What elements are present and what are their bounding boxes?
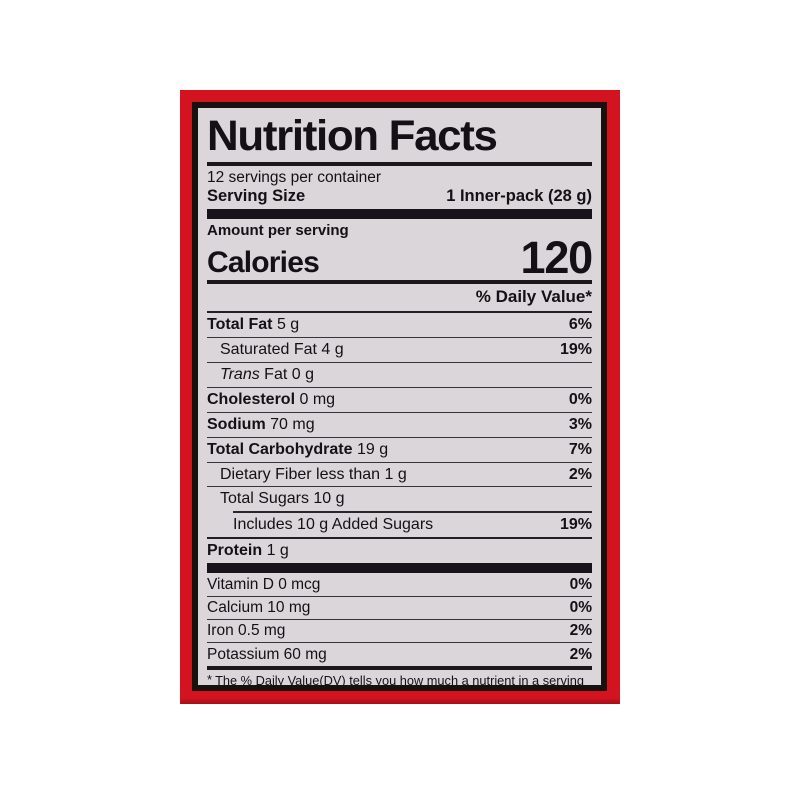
row-total-sugars: Total Sugars 10 g [207,487,592,511]
total-fat-name-group: Total Fat 5 g [207,316,299,334]
saturated-fat-name: Saturated Fat [220,341,317,359]
total-carb-name-group: Total Carbohydrate 19 g [207,441,388,459]
rule-under-total-fat [207,337,592,339]
fiber-name: Dietary Fiber [220,465,312,483]
cholesterol-name: Cholesterol [207,390,296,408]
rule-under-calcium [207,618,592,620]
servings-per-container: 12 servings per container [207,169,382,186]
row-dietary-fiber: Dietary Fiber less than 1 g 2% [207,463,592,487]
sodium-amount: 70 mg [270,415,315,433]
rule-above-footnote [207,665,592,670]
saturated-fat-percent: 19% [559,341,592,359]
trans-fat-rest: Fat 0 g [264,365,314,383]
rule-under-iron [207,642,592,644]
fiber-name-group: Dietary Fiber less than 1 g [220,466,407,484]
cholesterol-name-group: Cholesterol 0 mg [207,391,335,409]
iron-name: Iron 0.5 mg [207,622,286,640]
rule-under-trans-fat [207,386,592,388]
total-carb-percent: 7% [568,440,592,458]
row-calcium: Calcium 10 mg 0% [207,597,592,619]
rule-under-added-sugars [207,537,592,540]
rule-under-vitamin-d [207,595,592,597]
protein-name-group: Protein 1 g [207,542,289,560]
serving-size-row: Serving Size 1 Inner-pack (28 g) [207,187,592,205]
rule-under-sodium [207,436,592,438]
footnote-text: The % Daily Value(DV) tells you how much… [215,672,584,685]
saturated-fat-name-group: Saturated Fat 4 g [220,341,344,359]
rule-under-cholesterol [207,411,592,413]
rule-thick-above-calories [207,208,592,219]
row-sodium: Sodium 70 mg 3% [207,413,592,437]
serving-size-value: 1 Inner-pack (28 g) [446,187,592,206]
cholesterol-amount: 0 mg [299,390,336,408]
rule-under-dietary-fiber [207,486,592,488]
nutrition-label-red-frame: Nutrition Facts 12 servings per containe… [180,90,620,704]
iron-percent: 2% [569,622,592,640]
saturated-fat-amount: 4 g [321,341,344,359]
row-protein: Protein 1 g [207,539,592,563]
rule-under-daily-value-header [207,311,592,314]
sugars-amount: 10 g [313,490,345,508]
calories-label: Calories [207,246,320,280]
row-trans-fat: Trans Fat 0 g [207,363,592,387]
total-carb-amount: 19 g [356,440,389,458]
sodium-name: Sodium [207,415,266,433]
rule-thick-above-vitamins [207,563,592,574]
sodium-percent: 3% [568,415,592,433]
row-saturated-fat: Saturated Fat 4 g 19% [207,338,592,362]
serving-size-label: Serving Size [207,187,306,206]
sodium-name-group: Sodium 70 mg [207,416,315,434]
protein-amount: 1 g [266,542,289,560]
footnote: * The % Daily Value(DV) tells you how mu… [207,670,592,685]
fiber-percent: 2% [568,465,592,483]
rule-under-saturated-fat [207,361,592,363]
page-title: Nutrition Facts [207,112,498,160]
footnote-asterisk: * [207,671,213,685]
potassium-name: Potassium 60 mg [207,645,327,663]
calories-row: Calories 120 [207,231,594,283]
vitamin-d-name: Vitamin D 0 mcg [207,575,321,593]
calories-value: 120 [520,231,594,283]
amount-per-serving-label: Amount per serving [207,221,349,239]
row-added-sugars: Includes 10 g Added Sugars 19% [207,513,592,537]
row-total-carbohydrate: Total Carbohydrate 19 g 7% [207,438,592,462]
nutrition-label-black-border: Nutrition Facts 12 servings per containe… [192,102,607,691]
row-potassium: Potassium 60 mg 2% [207,643,592,665]
vitamin-d-percent: 0% [569,575,592,593]
row-cholesterol: Cholesterol 0 mg 0% [207,388,592,412]
rule-under-calories [207,280,592,285]
rule-under-title [207,162,592,166]
sugars-name: Total Sugars [220,490,309,508]
calcium-percent: 0% [569,599,592,617]
rule-under-total-carbohydrate [207,461,592,463]
row-total-fat: Total Fat 5 g 6% [207,313,592,337]
added-sugars-percent: 19% [559,516,592,534]
added-sugars-text: Includes 10 g Added Sugars [233,516,434,534]
protein-name: Protein [207,542,263,560]
row-iron: Iron 0.5 mg 2% [207,620,592,642]
potassium-percent: 2% [569,645,592,663]
total-fat-name: Total Fat [207,316,273,334]
calcium-name: Calcium 10 mg [207,599,311,617]
nutrition-facts-panel: Nutrition Facts 12 servings per containe… [198,108,601,685]
cholesterol-percent: 0% [568,390,592,408]
rule-under-total-sugars [233,511,592,514]
total-carb-name: Total Carbohydrate [207,440,353,458]
fiber-amount: less than 1 g [316,465,407,483]
total-fat-percent: 6% [568,316,592,334]
trans-fat-italic: Trans [220,365,260,383]
total-fat-amount: 5 g [276,316,300,334]
trans-fat-name-group: Trans Fat 0 g [220,366,314,384]
daily-value-header: % Daily Value* [475,287,592,307]
row-vitamin-d: Vitamin D 0 mcg 0% [207,573,592,595]
sugars-name-group: Total Sugars 10 g [220,490,345,508]
